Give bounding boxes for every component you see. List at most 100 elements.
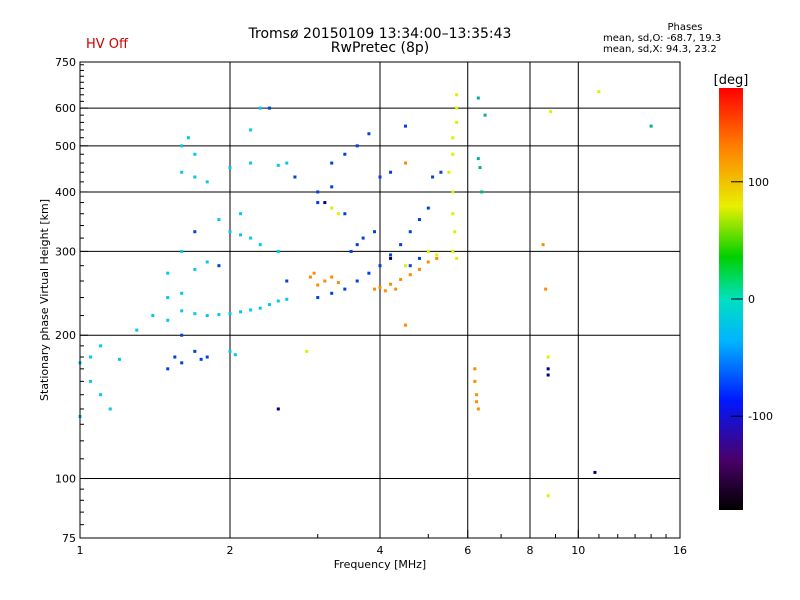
data-point (330, 185, 334, 189)
data-point (546, 355, 550, 359)
data-point (476, 157, 480, 161)
data-point (403, 124, 407, 128)
data-point (455, 93, 459, 97)
data-point (180, 361, 184, 365)
data-point (258, 243, 262, 247)
data-point (455, 120, 459, 124)
data-point (549, 110, 553, 114)
y-tick-label: 600 (55, 102, 76, 115)
data-point (399, 243, 403, 247)
data-point (417, 256, 421, 260)
stats-title: Phases (667, 22, 703, 33)
data-point (249, 236, 253, 240)
data-point (373, 287, 377, 291)
x-axis: 1 2 4 6 8 10 16 (77, 530, 687, 557)
x-tick-label: 8 (527, 544, 534, 557)
data-point (205, 314, 209, 318)
data-point (389, 253, 393, 257)
data-point (108, 407, 112, 411)
chart-title: Tromsø 20150109 13:34:00–13:35:43 (248, 26, 512, 42)
data-point (249, 308, 253, 312)
data-point (276, 249, 280, 253)
data-point (597, 90, 601, 94)
y-axis: 75 100 200 300 400 500 600 750 (55, 56, 88, 545)
data-point (173, 355, 177, 359)
data-point (475, 393, 479, 397)
data-point (426, 260, 430, 264)
data-point (228, 349, 232, 353)
colorbar-tick-label: 0 (748, 293, 755, 306)
data-point (336, 212, 340, 216)
data-point (228, 312, 232, 316)
data-point (199, 357, 203, 361)
y-tick-label: 100 (55, 473, 76, 486)
x-tick-label: 10 (571, 544, 585, 557)
data-point (166, 367, 170, 371)
data-point (166, 296, 170, 300)
data-point (330, 161, 334, 165)
stats-x-mode: mean, sd,X: 94.3, 23.2 (603, 44, 717, 55)
data-point (180, 144, 184, 148)
data-point (336, 281, 340, 285)
data-point (426, 249, 430, 253)
data-point (453, 230, 457, 234)
data-point (267, 106, 271, 110)
data-point (316, 283, 320, 287)
data-point (403, 161, 407, 165)
data-point (285, 297, 289, 301)
data-point (267, 303, 271, 307)
data-point (249, 161, 253, 165)
data-point (435, 253, 439, 257)
data-point (403, 264, 407, 268)
y-tick-label: 300 (55, 245, 76, 258)
data-point (276, 407, 280, 411)
data-point (367, 271, 371, 275)
data-points (78, 90, 653, 498)
data-point (193, 312, 197, 316)
data-point (473, 367, 477, 371)
data-point (205, 180, 209, 184)
data-point (367, 132, 371, 136)
grid-lines (80, 62, 680, 538)
data-point (258, 306, 262, 310)
data-point (355, 144, 359, 148)
y-tick-label: 200 (55, 329, 76, 342)
data-point (117, 357, 121, 361)
data-point (417, 218, 421, 222)
x-tick-label: 6 (464, 544, 471, 557)
data-point (151, 314, 155, 318)
data-point (408, 273, 412, 277)
data-point (193, 230, 197, 234)
data-point (451, 212, 455, 216)
data-point (308, 275, 312, 279)
y-axis-label: Stationary phase Virtual Height [km] (38, 199, 51, 401)
data-point (383, 289, 387, 293)
data-point (355, 279, 359, 283)
data-point (276, 163, 280, 167)
data-point (451, 136, 455, 140)
data-point (330, 275, 334, 279)
data-point (451, 152, 455, 156)
data-point (417, 267, 421, 271)
data-point (135, 328, 139, 332)
data-point (389, 282, 393, 286)
x-axis-label: Frequency [MHz] (334, 558, 426, 571)
data-point (330, 206, 334, 210)
data-point (478, 166, 482, 170)
data-point (541, 243, 545, 247)
data-point (426, 206, 430, 210)
data-point (193, 152, 197, 156)
data-point (239, 233, 243, 237)
data-point (89, 379, 93, 383)
colorbar-unit: [deg] (714, 73, 749, 88)
data-point (451, 249, 455, 253)
data-point (330, 291, 334, 295)
data-point (373, 230, 377, 234)
data-point (403, 323, 407, 327)
data-point (316, 296, 320, 300)
data-point (228, 230, 232, 234)
data-point (166, 318, 170, 322)
chart-subtitle: RwPretec (8p) (330, 40, 430, 56)
data-point (480, 190, 484, 194)
data-point (431, 175, 435, 179)
